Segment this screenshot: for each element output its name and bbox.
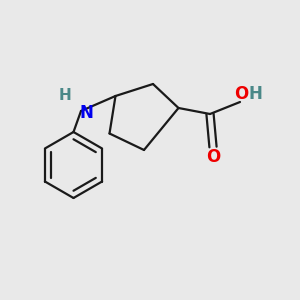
Text: H: H	[249, 85, 262, 103]
Text: O: O	[206, 148, 220, 166]
Text: H: H	[58, 88, 71, 104]
Text: O: O	[234, 85, 249, 103]
Text: N: N	[80, 103, 93, 122]
